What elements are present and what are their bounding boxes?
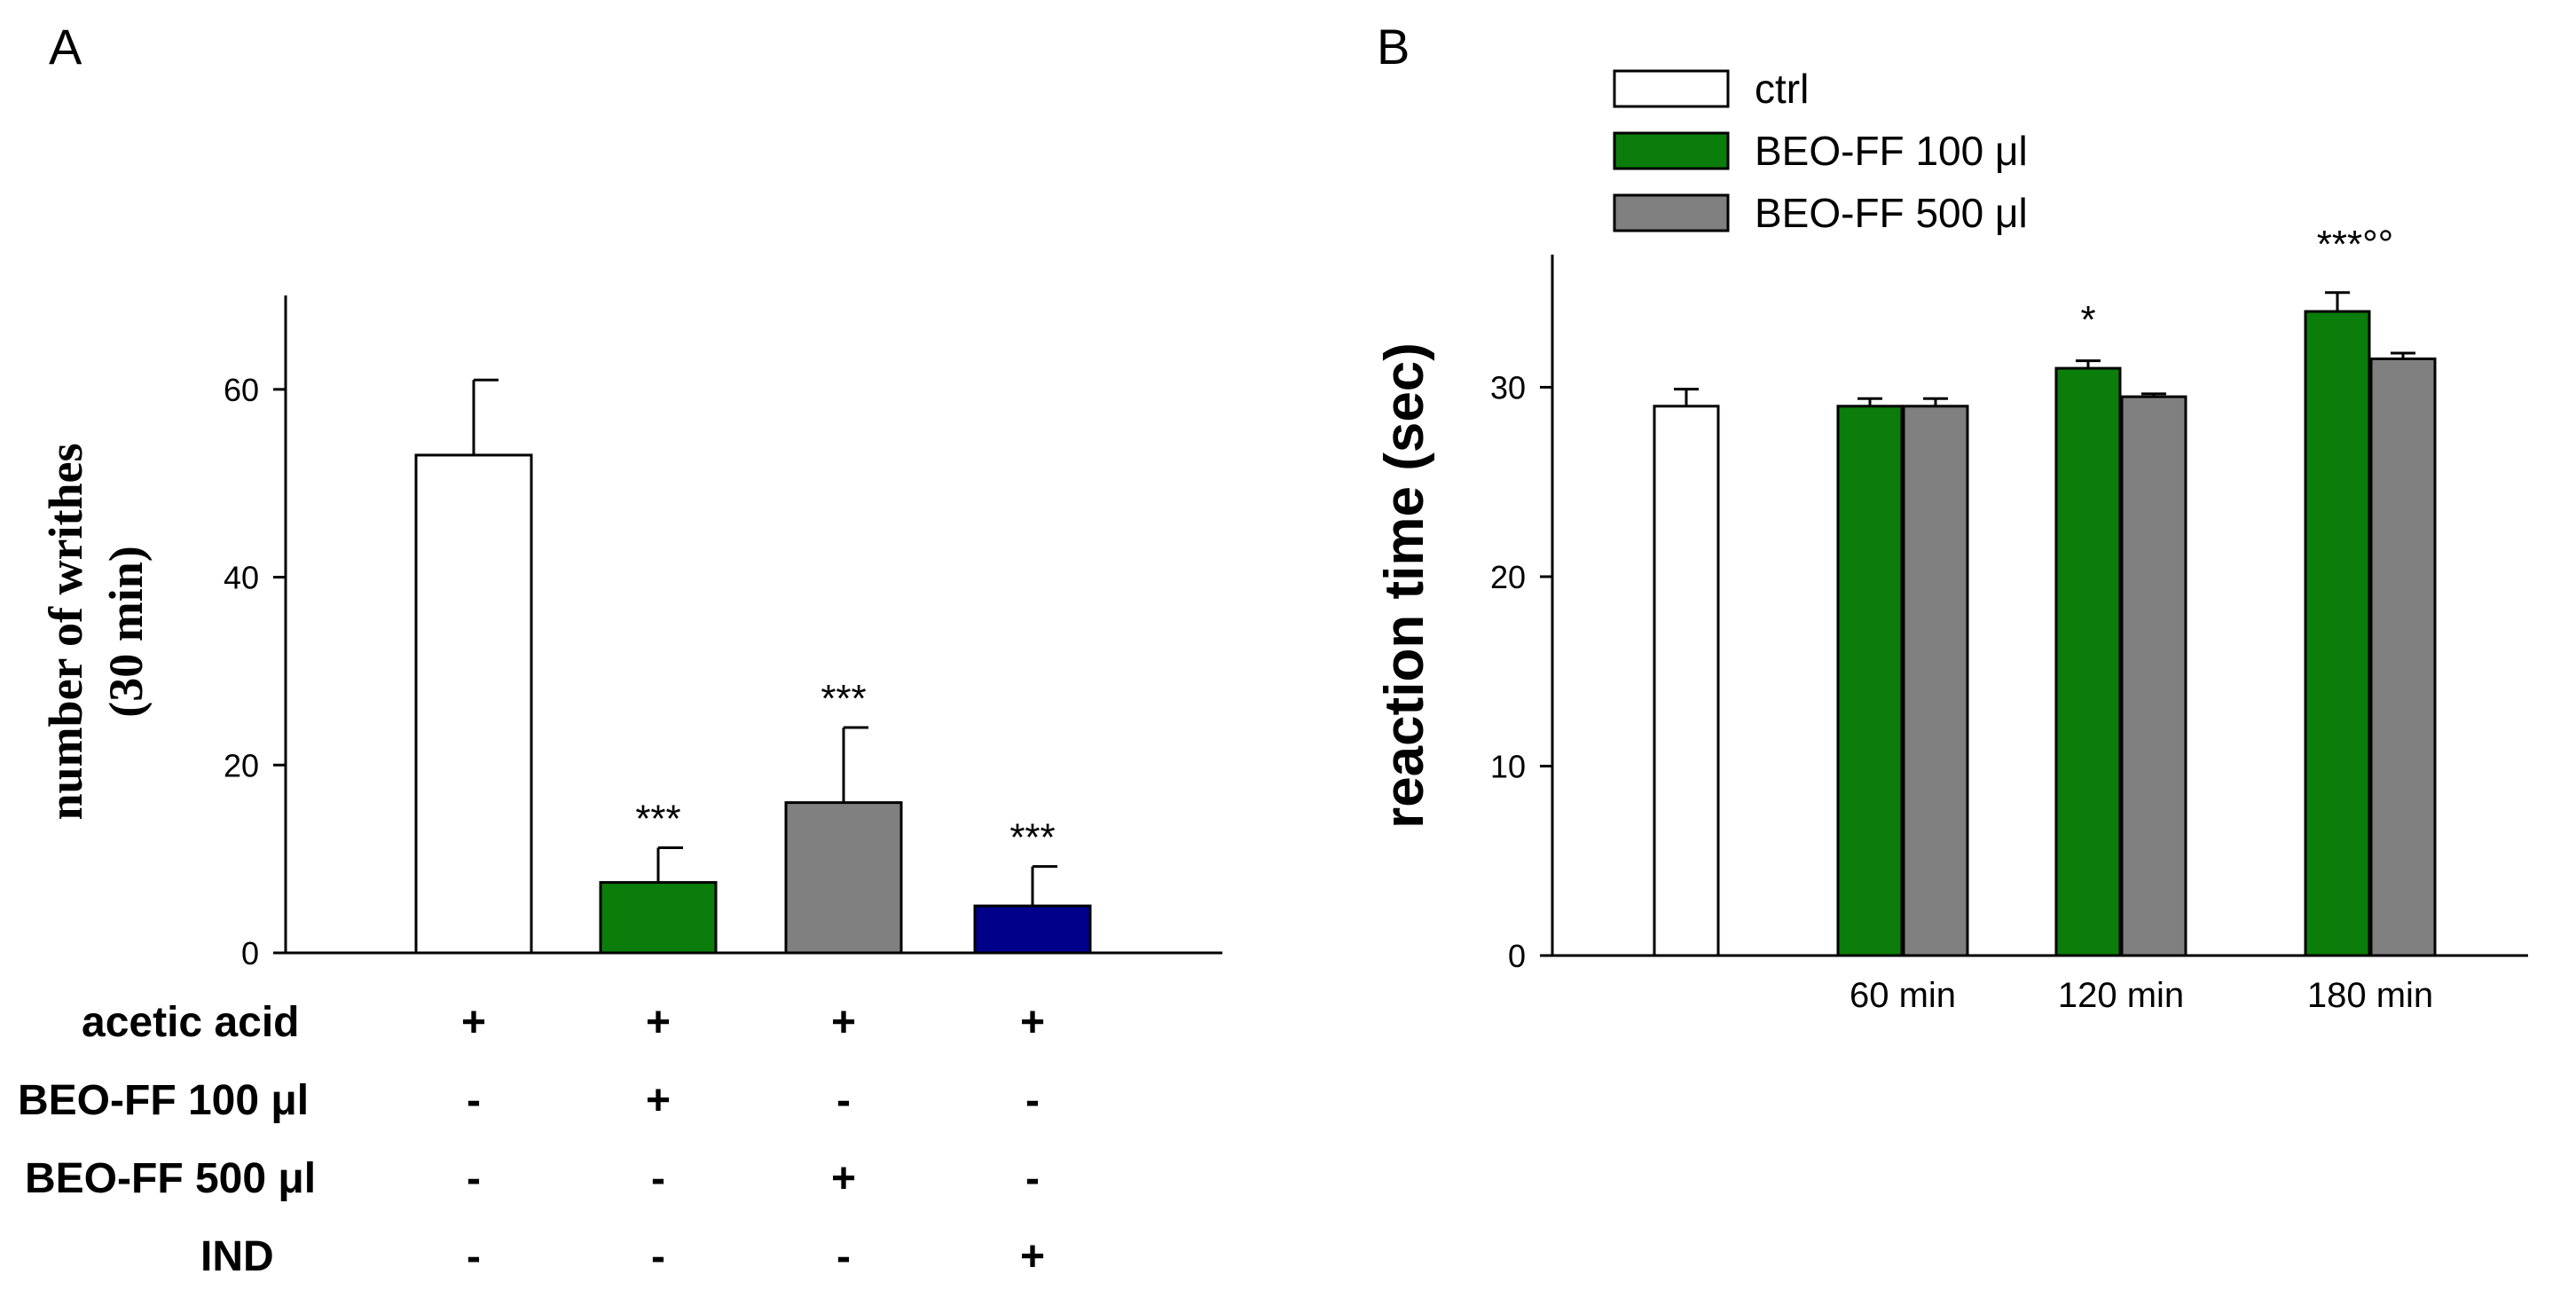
panel-b-bars: * ***°° (1653, 223, 2437, 957)
x-category-label: 180 min (2307, 976, 2433, 1015)
legend-label: ctrl (1755, 66, 1809, 112)
panel-a-ylabel-line1: number of writhes (39, 444, 92, 821)
y-tick-label: 0 (241, 935, 259, 972)
row-label-beo-ff-500: BEO-FF 500 μl (25, 1155, 316, 1202)
condition-sign: + (1020, 999, 1045, 1046)
bar (1836, 405, 1904, 957)
legend-label: BEO-FF 100 μl (1755, 128, 2028, 174)
condition-sign: - (1025, 1077, 1040, 1124)
y-tick-label: 30 (1490, 369, 1526, 405)
row-label-beo-ff-100: BEO-FF 100 μl (18, 1077, 309, 1124)
bar (2120, 395, 2187, 957)
condition-sign: - (1025, 1155, 1040, 1202)
bar (1653, 405, 1720, 957)
significance-label: *** (821, 677, 866, 720)
panel-b-letter: B (1377, 19, 1410, 75)
y-tick-label: 20 (224, 747, 259, 783)
legend-label: BEO-FF 500 μl (1755, 190, 2028, 236)
panel-a-letter: A (49, 19, 82, 75)
condition-sign: - (651, 1155, 665, 1202)
panel-a: A number of writhes (30 min) 0 20 40 60 ***… (18, 19, 1222, 1280)
panel-a-axes: 0 20 40 60 (224, 295, 1222, 972)
bar (414, 453, 533, 955)
bar (1902, 405, 1969, 957)
condition-sign: - (836, 1077, 851, 1124)
y-tick-label: 20 (1490, 559, 1526, 595)
x-category-label: 120 min (2058, 976, 2184, 1015)
significance-label: *** (1009, 816, 1055, 860)
bar (784, 801, 903, 955)
condition-sign: - (467, 1233, 481, 1280)
panel-b-axes: 0 10 20 30 60 min 120 min 180 min (1490, 255, 2528, 1015)
panel-a-ylabel-line2: (30 min) (99, 546, 153, 717)
legend-swatch (1613, 69, 1730, 108)
condition-sign: + (646, 1077, 671, 1124)
condition-sign: + (646, 999, 671, 1046)
panel-a-conditions-table: acetic acid BEO-FF 100 μl BEO-FF 500 μl … (18, 999, 1045, 1280)
significance-label: * (2080, 298, 2095, 342)
significance-label: *** (635, 797, 680, 840)
row-label-ind: IND (200, 1233, 274, 1280)
panel-b-legend: ctrl BEO-FF 100 μl BEO-FF 500 μl (1613, 66, 2028, 236)
condition-sign: + (831, 1155, 856, 1202)
condition-sign: + (461, 999, 486, 1046)
bar (2054, 366, 2122, 957)
panel-b: B reaction time (sec) ctrl BEO-FF 100 μl B… (1374, 19, 2528, 1015)
condition-sign: + (831, 999, 856, 1046)
condition-sign: + (1020, 1233, 1045, 1280)
legend-swatch (1613, 131, 1730, 170)
significance-label: ***°° (2317, 223, 2394, 266)
x-category-label: 60 min (1850, 976, 1956, 1015)
bar (973, 904, 1092, 955)
bar (599, 881, 718, 955)
y-tick-label: 10 (1490, 748, 1526, 784)
row-label-acetic-acid: acetic acid (82, 999, 299, 1046)
y-tick-label: 60 (224, 372, 259, 408)
y-tick-label: 0 (1508, 938, 1526, 974)
condition-sign: - (836, 1233, 851, 1280)
condition-sign: - (467, 1077, 481, 1124)
panel-b-ylabel: reaction time (sec) (1374, 342, 1435, 829)
condition-sign: - (651, 1233, 665, 1280)
condition-sign: - (467, 1155, 481, 1202)
legend-swatch (1613, 193, 1730, 232)
panel-a-bars: *** *** *** (414, 378, 1092, 955)
bar (2369, 357, 2437, 957)
y-tick-label: 40 (224, 560, 259, 596)
bar (2304, 310, 2371, 957)
